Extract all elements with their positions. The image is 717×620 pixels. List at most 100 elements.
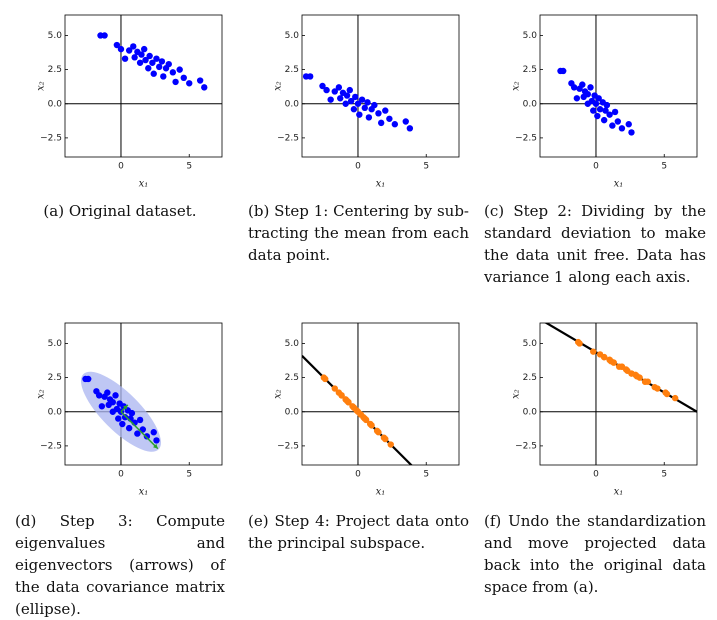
data-point: [587, 84, 594, 91]
data-point: [353, 407, 360, 414]
data-point: [143, 433, 151, 440]
y-tick-label: −2.5: [515, 441, 537, 451]
data-point: [364, 99, 371, 106]
x-tick-label: 5: [423, 162, 429, 172]
data-point: [371, 101, 378, 109]
y-tick-label: 5.0: [523, 339, 538, 349]
data-point: [387, 441, 394, 448]
eigenvector-arrow: [120, 411, 159, 450]
data-point: [121, 414, 129, 421]
data-point: [361, 104, 368, 112]
y-tick-label: −2.5: [277, 133, 299, 143]
caption: (b) Step 1: Centering by sub­tracting th…: [248, 202, 469, 264]
y-tick-label: 0.0: [523, 99, 538, 109]
x-axis-label: x₁: [376, 487, 386, 498]
data-point: [361, 415, 368, 422]
x-axis-label: x₁: [376, 179, 386, 190]
data-point: [346, 86, 353, 94]
data-point: [335, 84, 343, 91]
arrow-head: [153, 443, 158, 449]
panel: 0 5 −2.5 0.0 2.5 5.0 x₁ x₂: [36, 14, 223, 190]
x-axis-label: x₁: [614, 179, 624, 190]
data-point: [382, 435, 389, 443]
data-point: [176, 66, 183, 73]
data-point: [633, 373, 641, 380]
data-point: [625, 121, 632, 128]
caption: (e) Step 4: Project data onto the princi…: [248, 512, 469, 552]
data-point: [153, 437, 160, 444]
data-point: [186, 80, 193, 87]
data-point: [614, 118, 622, 125]
data-point: [201, 84, 208, 91]
x-tick-label: 0: [118, 162, 124, 172]
data-point: [350, 106, 358, 113]
x-tick-label: 5: [661, 470, 667, 480]
data-point: [331, 88, 338, 95]
y-axis-label: x₂: [511, 389, 522, 399]
data-point: [115, 415, 122, 422]
data-point: [95, 392, 103, 399]
y-tick-label: 5.0: [48, 339, 63, 349]
data-point: [136, 59, 144, 66]
data-point: [365, 114, 373, 121]
data-point: [622, 366, 630, 373]
y-tick-label: 5.0: [285, 339, 300, 349]
data-point: [628, 129, 635, 136]
data-point: [117, 45, 125, 53]
data-point: [342, 100, 349, 107]
plot-area: [65, 323, 222, 465]
data-point: [158, 58, 166, 65]
data-point: [112, 392, 119, 399]
plot-area: [65, 15, 222, 157]
data-point: [609, 122, 616, 129]
y-tick-label: 0.0: [285, 99, 300, 109]
data-point: [146, 52, 153, 60]
y-tick-label: −2.5: [40, 441, 62, 451]
data-point: [134, 430, 141, 437]
caption: (f) Undo the standardization and move pr…: [484, 512, 706, 596]
data-point: [130, 43, 137, 50]
data-point: [140, 45, 148, 53]
x-tick-label: 5: [186, 162, 192, 172]
y-tick-label: 5.0: [285, 31, 300, 41]
data-point: [323, 86, 330, 94]
caption: (c) Step 2: Dividing by the standard dev…: [484, 202, 706, 286]
panel: 0 5 −2.5 0.0 2.5 5.0 x₁ x₂: [511, 14, 698, 190]
data-point: [644, 378, 652, 385]
panel: 0 5 −2.5 0.0 2.5 5.0 x₁ x₂: [273, 14, 460, 190]
data-point: [343, 397, 351, 405]
data-point: [592, 100, 600, 107]
x-axis-label: x₁: [139, 179, 149, 190]
x-tick-label: 5: [661, 162, 667, 172]
panel: 0 5 −2.5 0.0 2.5 5.0 x₁ x₂: [511, 322, 698, 498]
plot-frame: [301, 322, 460, 466]
plot-area: [540, 323, 697, 465]
data-point: [349, 403, 356, 410]
plot-frame: [64, 14, 223, 158]
data-point: [618, 125, 626, 132]
data-point: [109, 398, 116, 406]
y-tick-label: 5.0: [48, 31, 63, 41]
data-point: [560, 67, 567, 75]
data-point: [150, 429, 157, 436]
y-tick-label: −2.5: [277, 441, 299, 451]
data-point: [570, 84, 578, 91]
data-point: [368, 422, 375, 429]
data-point: [101, 32, 108, 39]
y-tick-label: 2.5: [523, 373, 537, 383]
y-tick-label: 2.5: [48, 65, 62, 75]
data-point: [136, 416, 144, 424]
data-point: [343, 92, 351, 99]
data-point: [128, 409, 136, 417]
x-tick-label: 0: [593, 470, 599, 480]
data-point: [98, 403, 106, 410]
y-tick-label: 0.0: [48, 99, 63, 109]
data-point: [356, 111, 363, 118]
data-point: [375, 110, 382, 117]
x-tick-label: 0: [593, 162, 599, 172]
data-point: [352, 93, 359, 101]
data-point: [153, 55, 160, 62]
data-point: [358, 96, 366, 103]
data-point: [611, 108, 619, 116]
data-point: [615, 363, 623, 370]
